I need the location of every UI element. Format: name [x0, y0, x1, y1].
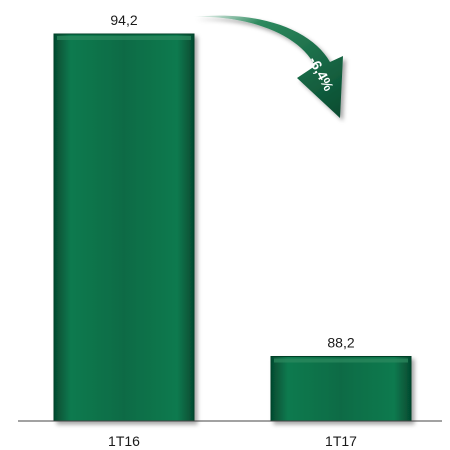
bar-1T16 — [53, 33, 195, 422]
bar-bevel-1T17 — [274, 358, 408, 363]
bar-bevel-1T16 — [57, 36, 191, 40]
tick-label-1T17: 1T17 — [325, 433, 357, 449]
labels-layer: 94,2 88,2 — [110, 12, 354, 351]
x-axis-ticks: 1T16 1T17 — [108, 433, 357, 449]
bars-layer — [53, 33, 412, 422]
data-label-1T17: 88,2 — [327, 335, 354, 351]
bar-1T17 — [270, 356, 412, 422]
curved-arrow-down-icon — [193, 15, 343, 118]
data-label-1T16: 94,2 — [110, 12, 137, 28]
tick-label-1T16: 1T16 — [108, 433, 140, 449]
change-arrow: -6,4% — [193, 15, 343, 118]
